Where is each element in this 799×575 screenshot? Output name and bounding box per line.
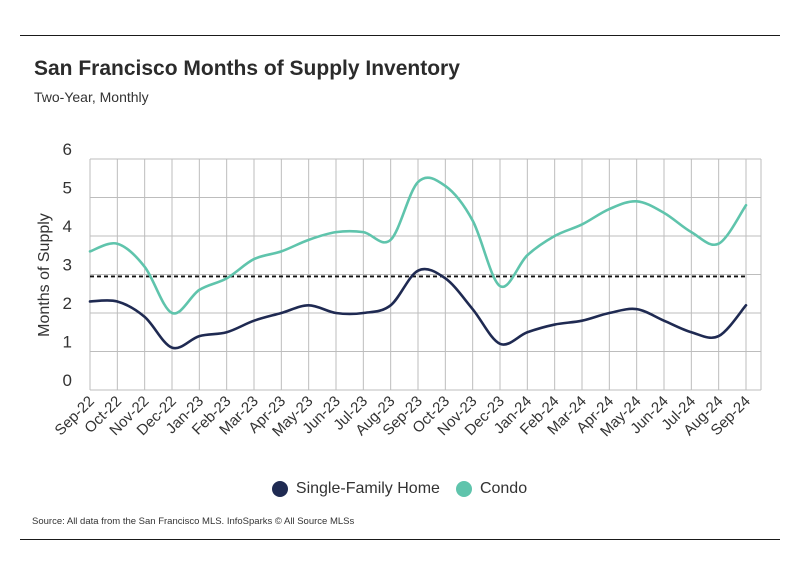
y-tick-label: 5 bbox=[63, 179, 72, 198]
line-chart: 0 1 2 3 4 5 6 Months of Supply Sep-22Oct-22Nov… bbox=[36, 140, 762, 440]
legend-swatch-single-family bbox=[271, 481, 288, 497]
legend-item-condo: Condo bbox=[455, 480, 528, 498]
y-tick-label: 4 bbox=[63, 217, 72, 236]
y-tick-label: 2 bbox=[63, 294, 72, 313]
y-tick-label: 6 bbox=[63, 140, 72, 159]
top-rule bbox=[20, 35, 780, 36]
source-note: Source: All data from the San Francisco … bbox=[32, 516, 355, 527]
grid-lines bbox=[89, 158, 762, 391]
legend-item-single-family: Single-Family Home bbox=[271, 480, 440, 498]
y-tick-label: 0 bbox=[63, 371, 72, 390]
bottom-rule bbox=[20, 539, 780, 540]
legend-swatch-condo bbox=[455, 481, 472, 497]
x-tick-labels: Sep-22Oct-22Nov-22Dec-22Jan-23Feb-23Mar-… bbox=[52, 393, 754, 440]
legend-label-condo: Condo bbox=[479, 480, 528, 497]
y-tick-label: 1 bbox=[63, 333, 72, 352]
legend: Single-Family Home Condo bbox=[0, 480, 799, 498]
y-axis-label: Months of Supply bbox=[36, 213, 53, 337]
series-line-single-family bbox=[88, 267, 748, 350]
chart-subtitle: Two-Year, Monthly bbox=[34, 89, 149, 105]
y-tick-label: 3 bbox=[63, 256, 72, 275]
series-lines bbox=[88, 176, 748, 350]
series-line-condo bbox=[88, 176, 748, 315]
legend-label-single-family: Single-Family Home bbox=[295, 480, 440, 497]
y-tick-labels: 0 1 2 3 4 5 6 bbox=[63, 140, 72, 390]
chart-title: San Francisco Months of Supply Inventory bbox=[34, 57, 460, 80]
